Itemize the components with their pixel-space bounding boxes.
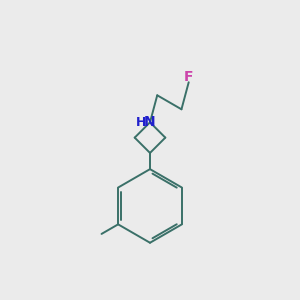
Text: H: H <box>135 116 146 129</box>
Text: N: N <box>144 115 156 129</box>
Text: F: F <box>184 70 194 84</box>
